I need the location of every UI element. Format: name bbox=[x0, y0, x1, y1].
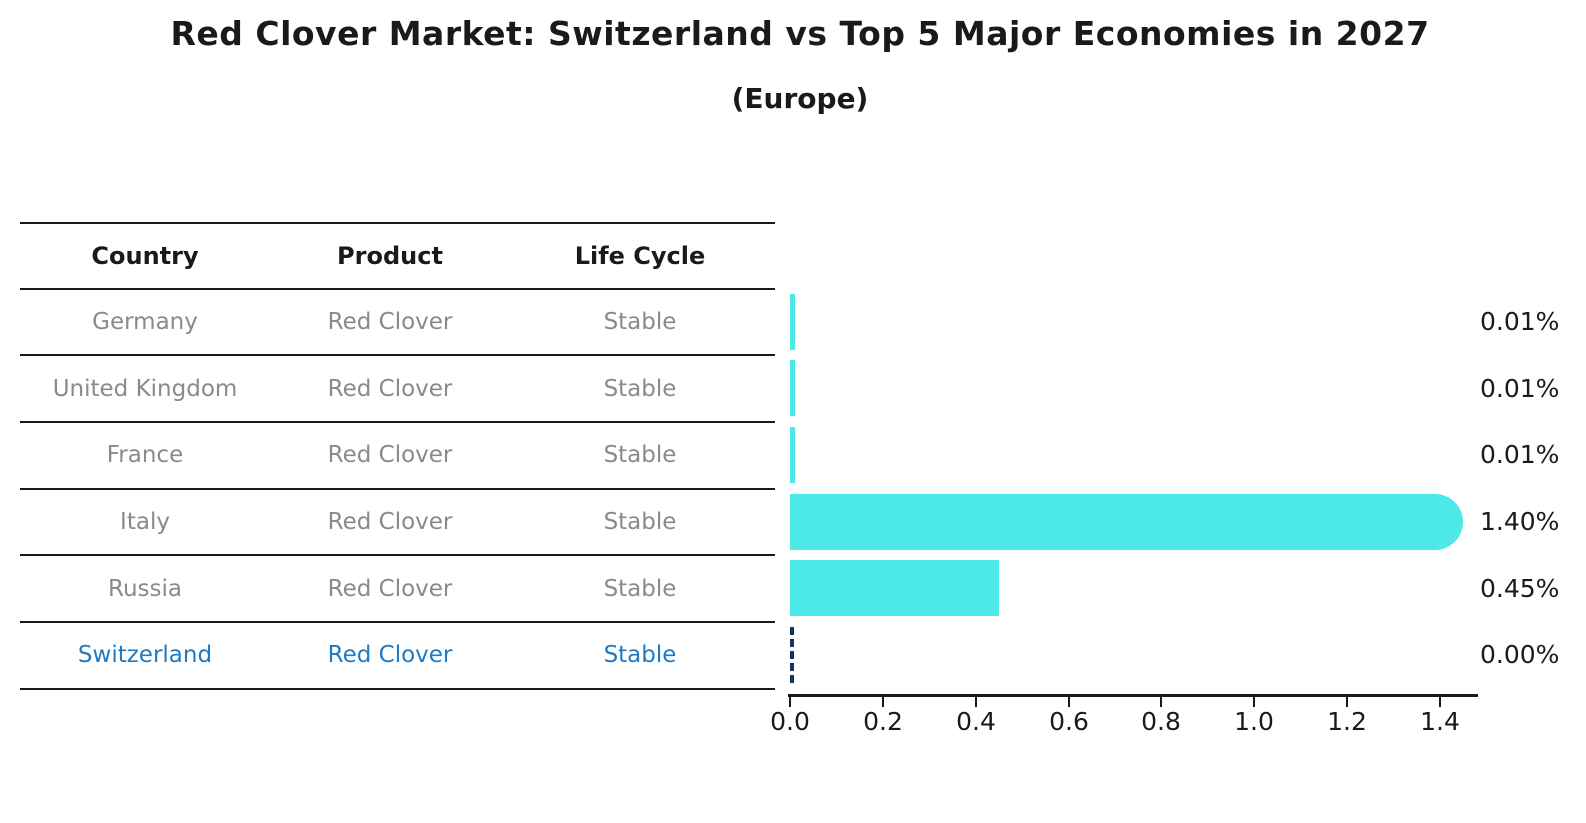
value-label-germany: 0.01% bbox=[1480, 307, 1560, 336]
x-axis-tick bbox=[1160, 697, 1162, 707]
x-tick-label: 0.8 bbox=[1141, 707, 1181, 736]
column-header-product: Product bbox=[337, 242, 443, 270]
x-tick-label: 0.4 bbox=[956, 707, 996, 736]
column-header-life-cycle: Life Cycle bbox=[574, 242, 706, 270]
value-label-switzerland: 0.00% bbox=[1480, 640, 1560, 669]
x-axis-tick bbox=[1439, 697, 1441, 707]
chart-subtitle: (Europe) bbox=[731, 82, 869, 115]
cell-product: Red Clover bbox=[327, 642, 453, 668]
cell-life-cycle: Stable bbox=[603, 642, 677, 668]
cell-country: France bbox=[106, 442, 184, 468]
cell-country: Russia bbox=[108, 576, 182, 602]
x-axis-tick bbox=[1253, 697, 1255, 707]
cell-product: Red Clover bbox=[327, 309, 453, 335]
bar-switzerland-zero-dashed bbox=[790, 627, 794, 683]
x-axis-tick bbox=[975, 697, 977, 707]
cell-country-switzerland: Switzerland bbox=[77, 642, 213, 668]
x-tick-label: 0.2 bbox=[863, 707, 903, 736]
x-tick-label: 1.2 bbox=[1327, 707, 1367, 736]
x-tick-label: 1.0 bbox=[1234, 707, 1274, 736]
cell-life-cycle: Stable bbox=[603, 509, 677, 535]
cell-life-cycle: Stable bbox=[603, 309, 677, 335]
table-divider bbox=[20, 621, 775, 623]
value-label-russia: 0.45% bbox=[1480, 574, 1560, 603]
x-axis-tick bbox=[1346, 697, 1348, 707]
x-tick-label: 0.0 bbox=[770, 707, 810, 736]
cell-country: Italy bbox=[120, 509, 170, 535]
bar-france bbox=[790, 427, 795, 483]
bar-germany bbox=[790, 294, 795, 350]
x-tick-label: 0.6 bbox=[1049, 707, 1089, 736]
x-axis-line bbox=[788, 694, 1478, 697]
table-divider bbox=[20, 354, 775, 356]
table-divider bbox=[20, 288, 775, 290]
bar-italy bbox=[790, 494, 1463, 550]
table-divider bbox=[20, 421, 775, 423]
cell-product: Red Clover bbox=[327, 509, 453, 535]
cell-country: United Kingdom bbox=[52, 376, 238, 402]
table-divider bbox=[20, 488, 775, 490]
bar-united-kingdom bbox=[790, 360, 795, 416]
column-header-country: Country bbox=[91, 242, 199, 270]
x-axis-tick bbox=[882, 697, 884, 707]
cell-life-cycle: Stable bbox=[603, 376, 677, 402]
table-divider bbox=[20, 688, 775, 690]
cell-life-cycle: Stable bbox=[603, 442, 677, 468]
x-axis-tick bbox=[1068, 697, 1070, 707]
value-label-italy: 1.40% bbox=[1480, 507, 1560, 536]
chart-title: Red Clover Market: Switzerland vs Top 5 … bbox=[170, 14, 1430, 53]
cell-product: Red Clover bbox=[327, 442, 453, 468]
table-divider bbox=[20, 554, 775, 556]
value-label-united-kingdom: 0.01% bbox=[1480, 374, 1560, 403]
x-tick-label: 1.4 bbox=[1420, 707, 1460, 736]
cell-product: Red Clover bbox=[327, 576, 453, 602]
cell-product: Red Clover bbox=[327, 376, 453, 402]
cell-country: Germany bbox=[92, 309, 198, 335]
value-label-france: 0.01% bbox=[1480, 440, 1560, 469]
table-divider bbox=[20, 222, 775, 224]
bar-russia bbox=[790, 560, 999, 616]
cell-life-cycle: Stable bbox=[603, 576, 677, 602]
x-axis-tick bbox=[789, 697, 791, 707]
